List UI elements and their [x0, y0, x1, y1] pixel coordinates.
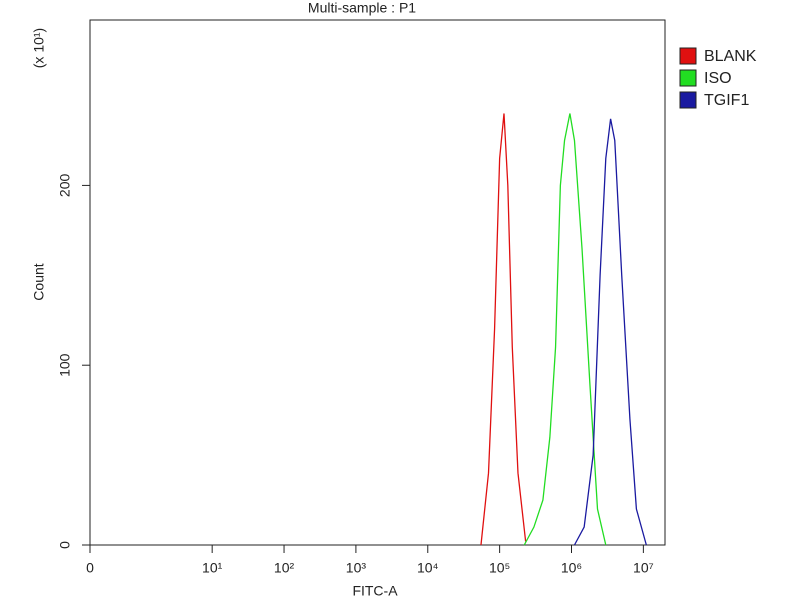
y-tick-label: 100	[57, 353, 73, 377]
x-tick-label: 10⁵	[489, 560, 510, 576]
x-tick-label: 0	[86, 560, 94, 576]
legend-label: TGIF1	[704, 92, 749, 109]
y-tick-label: 200	[57, 174, 73, 198]
series-line	[523, 113, 607, 546]
legend-label: BLANK	[704, 48, 757, 65]
chart-title: Multi-sample : P1	[308, 0, 416, 16]
x-axis-label: FITC-A	[352, 583, 398, 599]
x-tick-label: 10²	[274, 560, 295, 576]
legend-swatch	[679, 69, 697, 87]
series-line	[573, 118, 647, 546]
x-tick-label: 10⁷	[633, 560, 654, 576]
legend-label: ISO	[704, 70, 732, 87]
x-tick-label: 10¹	[202, 560, 223, 576]
y-multiplier: (x 10¹)	[31, 28, 47, 68]
x-tick-label: 10⁴	[417, 560, 439, 576]
x-tick-label: 10³	[346, 560, 367, 576]
x-tick-label: 10⁶	[561, 560, 582, 576]
legend-swatch	[679, 47, 697, 65]
series-line	[480, 113, 527, 546]
legend-swatch	[679, 91, 697, 109]
y-tick-label: 0	[57, 541, 73, 549]
y-axis-label: Count	[31, 263, 47, 300]
plot-frame	[89, 19, 666, 546]
